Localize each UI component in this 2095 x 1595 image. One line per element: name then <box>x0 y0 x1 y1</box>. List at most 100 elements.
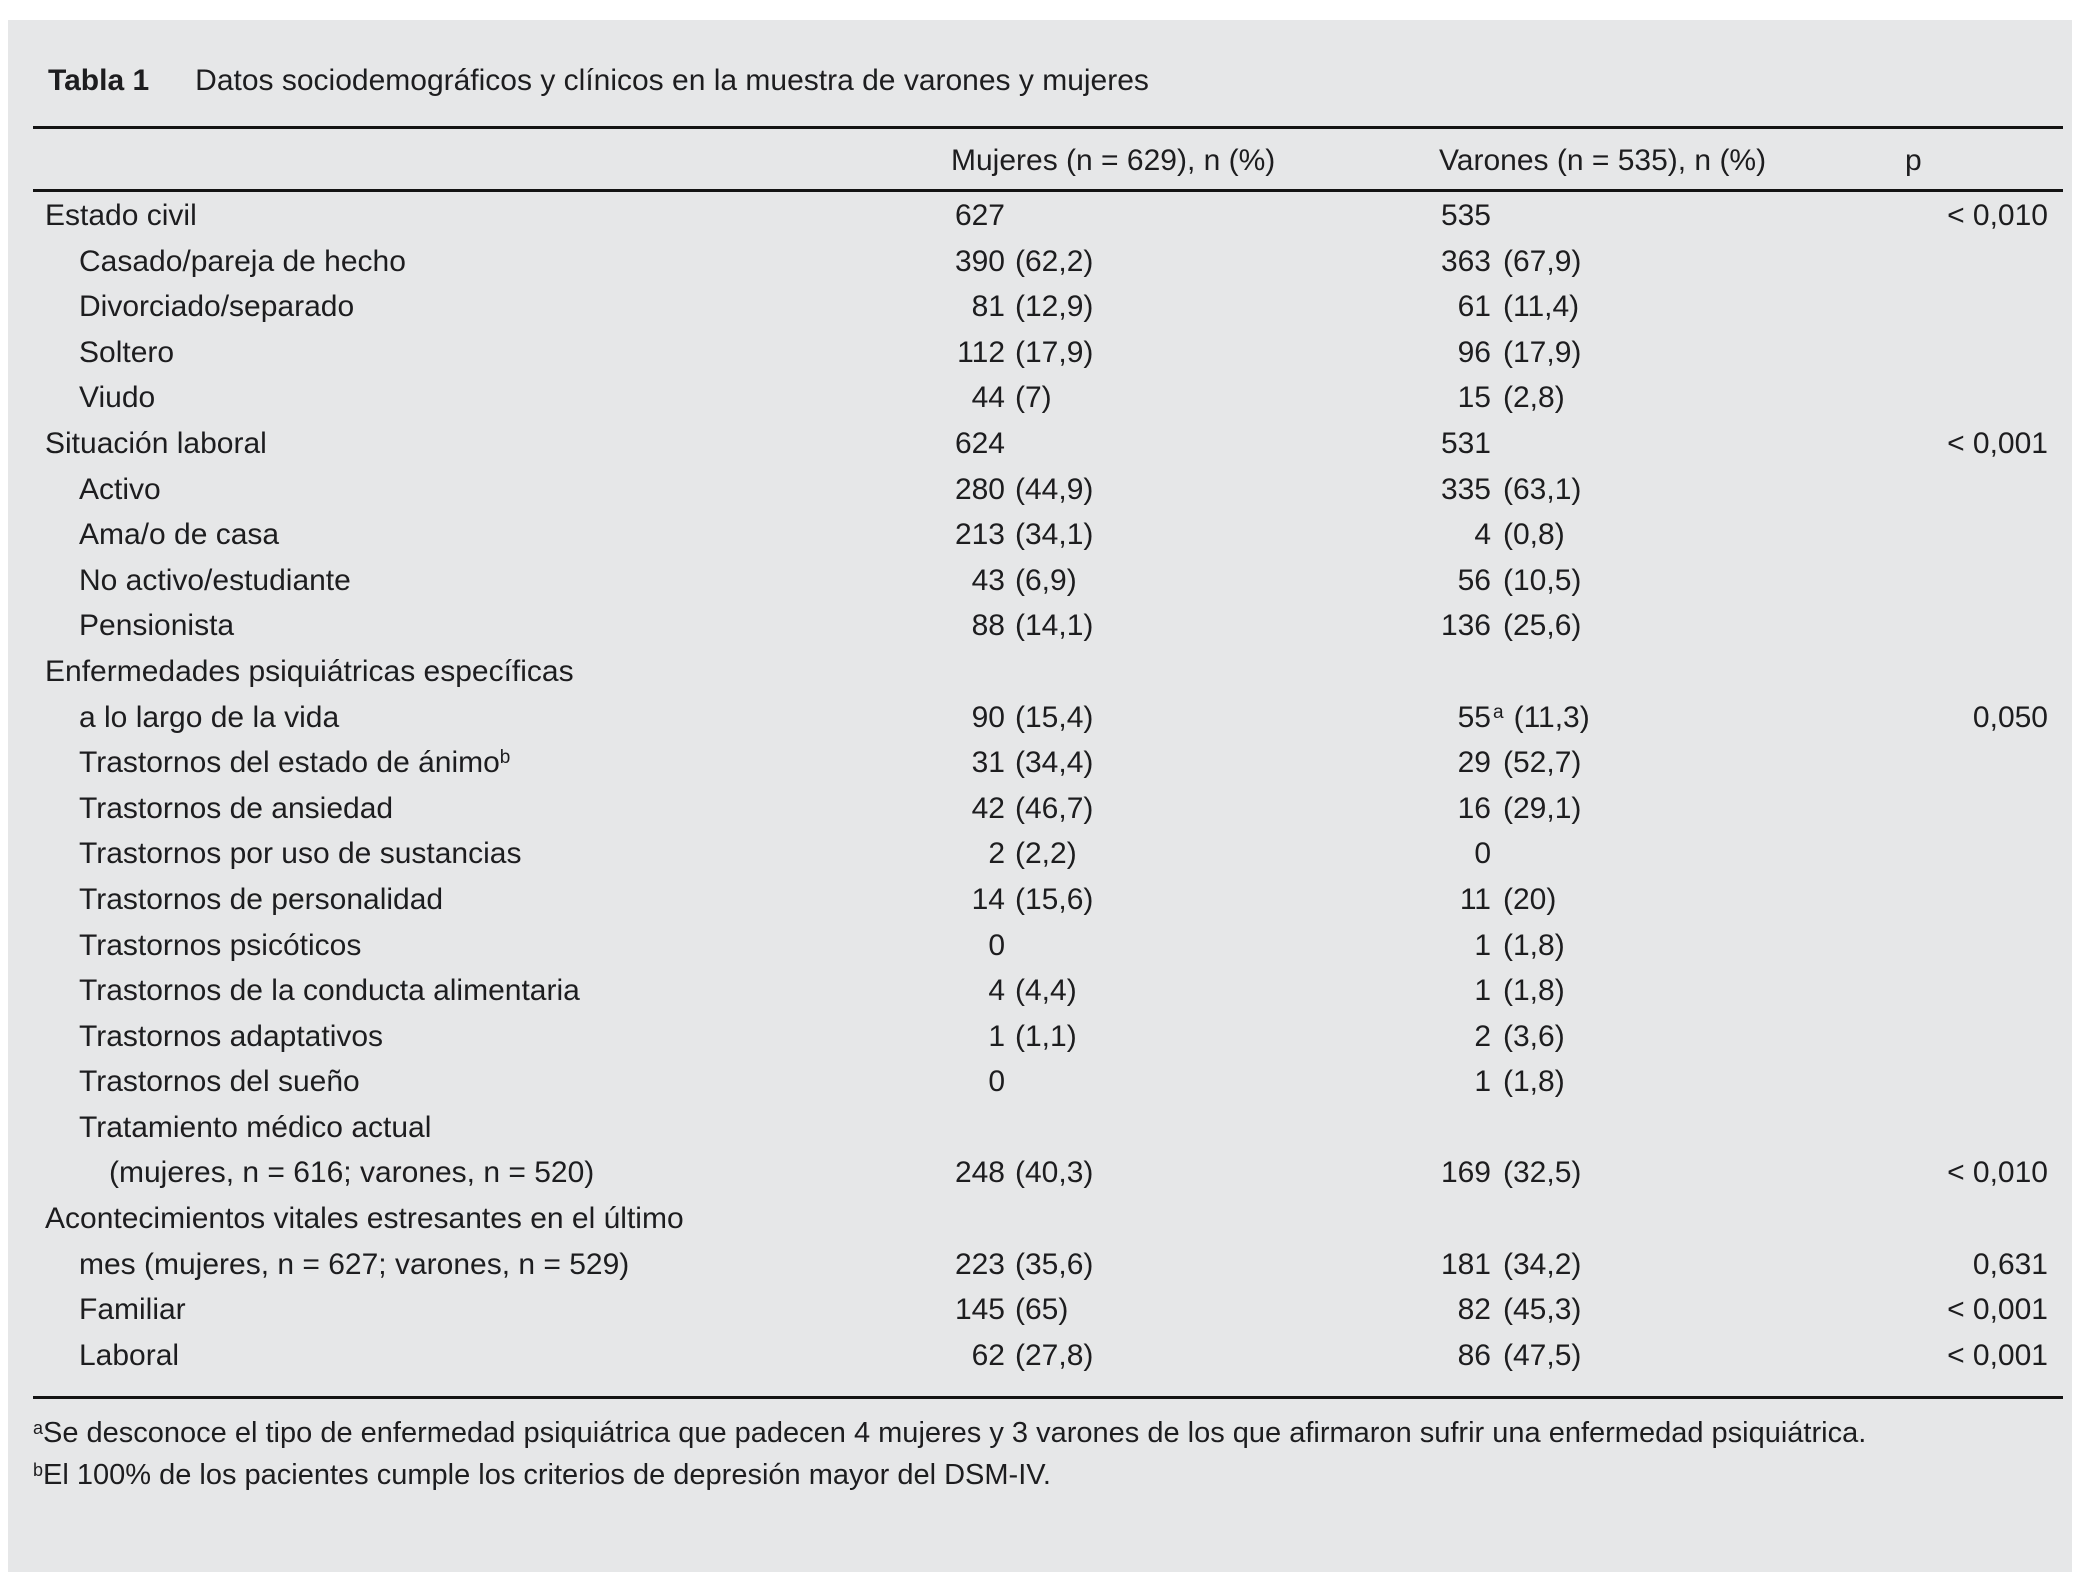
mujeres-percent: (65) <box>1015 1293 1069 1327</box>
row-label-cell: Trastornos por uso de sustancias <box>79 831 521 877</box>
table-row: a lo largo de la vida 90 (15,4) 55 a (11,3)… <box>8 695 2072 741</box>
row-label-cell: Trastornos de la conducta alimentaria <box>79 968 580 1014</box>
cell-mujeres: 0 <box>951 1059 1015 1105</box>
rule-below-title <box>33 126 2063 129</box>
row-label: Soltero <box>79 335 175 369</box>
cell-varones: 1 (1,8) <box>1439 923 1564 969</box>
cell-varones: 16 (29,1) <box>1439 786 1582 832</box>
row-label: Estado civil <box>45 199 197 232</box>
mujeres-percent: (27,8) <box>1015 1338 1094 1372</box>
table-row: Divorciado/separado 81 (12,9) 61 (11,4) <box>8 284 2072 330</box>
varones-percent: (3,6) <box>1503 1019 1565 1053</box>
varones-count: 15 <box>1457 381 1491 415</box>
row-label: Trastornos del sueño <box>79 1065 360 1099</box>
table-row: Estado civil 627 535 < 0,010 <box>8 193 2072 239</box>
cell-p-value: < 0,001 <box>1947 1338 2048 1372</box>
cell-mujeres: 627 <box>951 193 1015 239</box>
cell-varones: 531 <box>1439 421 1503 467</box>
cell-mujeres: 90 (15,4) <box>951 695 1094 741</box>
table-row: Ama/o de casa 213 (34,1) 4 (0,8) <box>8 512 2072 558</box>
cell-mujeres: 2 (2,2) <box>951 831 1076 877</box>
row-label-cell: Soltero <box>79 330 174 376</box>
cell-mujeres: 81 (12,9) <box>951 284 1094 330</box>
mujeres-percent: (46,7) <box>1015 791 1094 825</box>
footnote-a-marker: a <box>33 1418 44 1438</box>
varones-percent: (1,8) <box>1503 1065 1565 1099</box>
row-label: Activo <box>79 472 161 506</box>
footnote-a: aSe desconoce el tipo de enfermedad psiq… <box>33 1412 1933 1454</box>
table-row: Situación laboral 624 531 < 0,001 <box>8 421 2072 467</box>
varones-count: 136 <box>1440 609 1491 643</box>
row-label-cell: Trastornos adaptativos <box>79 1014 383 1060</box>
row-label: Pensionista <box>79 609 235 643</box>
table-row: Trastornos adaptativos 1 (1,1) 2 (3,6) <box>8 1014 2072 1060</box>
cell-mujeres: 14 (15,6) <box>951 877 1094 923</box>
mujeres-count: 42 <box>971 791 1005 825</box>
row-label-cell: Ama/o de casa <box>79 512 279 558</box>
cell-varones: 181 (34,2) <box>1439 1242 1581 1288</box>
varones-percent: (32,5) <box>1503 1156 1582 1190</box>
cell-mujeres <box>951 1105 1015 1151</box>
mujeres-count: 14 <box>971 882 1005 916</box>
table-caption: Datos sociodemográficos y clínicos en la… <box>195 64 1149 97</box>
cell-varones: 2 (3,6) <box>1439 1014 1565 1060</box>
cell-mujeres <box>951 649 1015 695</box>
cell-varones: 61 (11,4) <box>1439 284 1580 330</box>
varones-count: 0 <box>1474 837 1491 871</box>
row-label: Viudo <box>79 381 156 415</box>
footnote-b-marker: b <box>33 1460 44 1480</box>
varones-count: 1 <box>1474 974 1491 1008</box>
row-label: Trastornos adaptativos <box>79 1019 384 1053</box>
row-label: Laboral <box>79 1338 180 1372</box>
varones-count: 1 <box>1474 928 1491 962</box>
cell-varones: 15 (2,8) <box>1439 375 1565 421</box>
varones-percent: (63,1) <box>1503 472 1582 506</box>
table-title: Tabla 1 Datos sociodemográficos y clínico… <box>48 64 1149 98</box>
row-label-cell: Pensionista <box>79 603 234 649</box>
row-label: Situación laboral <box>45 426 267 460</box>
table-row: Soltero 112 (17,9) 96 (17,9) <box>8 330 2072 376</box>
table-row: Familiar 145 (65) 82 (45,3) < 0,001 <box>8 1287 2072 1333</box>
mujeres-count: 1 <box>988 1019 1005 1053</box>
mujeres-percent: (15,6) <box>1015 882 1094 916</box>
mujeres-count: 43 <box>971 563 1005 597</box>
row-label: (mujeres, n = 616; varones, n = 520) <box>109 1156 595 1190</box>
cell-varones: 56 (10,5) <box>1439 558 1582 604</box>
varones-count: 531 <box>1440 426 1491 460</box>
cell-mujeres: 624 <box>951 421 1015 467</box>
table-row: Trastornos de personalidad 14 (15,6) 11 (2… <box>8 877 2072 923</box>
varones-count: 2 <box>1474 1019 1491 1053</box>
mujeres-percent: (6,9) <box>1015 563 1077 597</box>
table-row: (mujeres, n = 616; varones, n = 520) 248… <box>8 1150 2072 1196</box>
row-label-cell: Viudo <box>79 375 155 421</box>
column-header-varones: Varones (n = 535), n (%) <box>1439 144 1767 177</box>
mujeres-count: 4 <box>988 974 1005 1008</box>
varones-count: 96 <box>1457 335 1491 369</box>
cell-varones <box>1439 649 1503 695</box>
cell-mujeres: 43 (6,9) <box>951 558 1077 604</box>
table-row: Acontecimientos vitales estresantes en e… <box>8 1196 2072 1242</box>
footnote-a-text: Se desconoce el tipo de enfermedad psiqu… <box>43 1417 1867 1449</box>
mujeres-percent: (44,9) <box>1015 472 1094 506</box>
table-panel: Tabla 1 Datos sociodemográficos y clínico… <box>8 20 2072 1572</box>
cell-p-value: < 0,001 <box>1947 1293 2048 1327</box>
cell-mujeres: 280 (44,9) <box>951 467 1093 513</box>
table-row: Casado/pareja de hecho 390 (62,2) 363 (67,… <box>8 239 2072 285</box>
row-label-cell: Laboral <box>79 1333 179 1379</box>
varones-count: 56 <box>1457 563 1491 597</box>
varones-count: 169 <box>1440 1156 1491 1190</box>
mujeres-percent: (34,1) <box>1015 518 1094 552</box>
row-label-cell: Trastornos de ansiedad <box>79 786 393 832</box>
cell-mujeres: 1 (1,1) <box>951 1014 1076 1060</box>
mujeres-percent: (34,4) <box>1015 746 1094 780</box>
mujeres-percent: (40,3) <box>1015 1156 1094 1190</box>
row-label-cell: Casado/pareja de hecho <box>79 239 406 285</box>
row-label: Divorciado/separado <box>79 290 355 324</box>
mujeres-count: 31 <box>971 746 1005 780</box>
cell-mujeres <box>951 1196 1015 1242</box>
footnote-b: bEl 100% de los pacientes cumple los cri… <box>33 1454 1933 1496</box>
row-label-cell: Situación laboral <box>45 421 267 467</box>
cell-varones: 11 (20) <box>1439 877 1557 923</box>
cell-varones: 169 (32,5) <box>1439 1150 1581 1196</box>
row-label-cell: Tratamiento médico actual <box>79 1105 431 1151</box>
